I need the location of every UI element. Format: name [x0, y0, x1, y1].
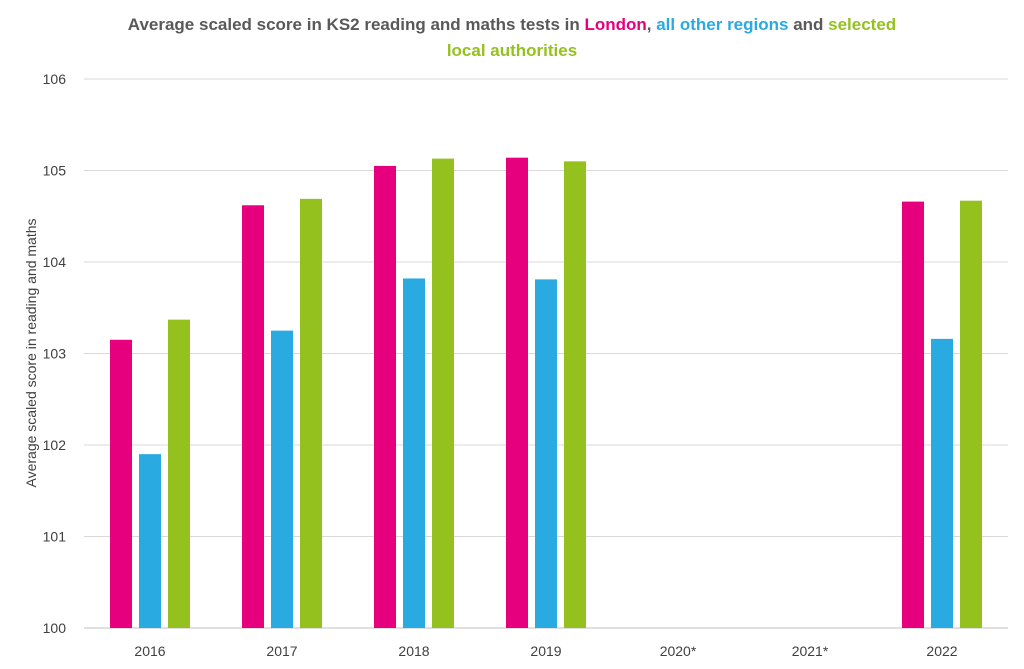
bar: [300, 198, 322, 629]
x-axis-ticks: 2016 2017 2018 2019 2020* 2021* 2022: [134, 643, 957, 659]
chart-title-part: ,: [647, 15, 656, 34]
chart-title-line-2: local authorities: [447, 41, 577, 60]
bar: [168, 319, 190, 628]
bar: [242, 205, 264, 628]
bar: [564, 161, 586, 628]
chart-title-part: London: [584, 15, 646, 34]
x-tick-label: 2020*: [660, 643, 697, 659]
bar: [271, 330, 293, 628]
bar: [139, 454, 161, 628]
y-tick-label: 106: [43, 71, 67, 87]
x-tick-label: 2018: [398, 643, 429, 659]
chart-title-part: all other regions: [656, 15, 788, 34]
y-tick-label: 103: [43, 346, 67, 362]
bar: [110, 339, 132, 628]
x-tick-label: 2021*: [792, 643, 829, 659]
x-tick-label: 2016: [134, 643, 165, 659]
bars: [110, 157, 982, 629]
y-tick-label: 100: [43, 620, 67, 636]
y-axis-ticks: 100 101 102 103 104 105 106: [43, 71, 67, 636]
chart-title-part: Average scaled score in KS2 reading and …: [128, 15, 585, 34]
chart-title-part: local authorities: [447, 41, 577, 60]
x-tick-label: 2017: [266, 643, 297, 659]
bar: [931, 338, 953, 628]
bar: [535, 279, 557, 628]
bar: [902, 201, 924, 629]
chart-title: Average scaled score in KS2 reading and …: [128, 15, 896, 60]
x-tick-label: 2019: [530, 643, 561, 659]
bar: [432, 158, 454, 629]
chart-title-line-1: Average scaled score in KS2 reading and …: [128, 15, 896, 34]
bar: [374, 165, 396, 629]
y-tick-label: 101: [43, 529, 67, 545]
y-tick-label: 102: [43, 437, 67, 453]
y-tick-label: 105: [43, 163, 67, 179]
bar: [506, 157, 528, 628]
bar: [403, 278, 425, 628]
y-tick-label: 104: [43, 254, 67, 270]
bar: [960, 200, 982, 628]
chart-title-part: selected: [828, 15, 896, 34]
y-axis-label: Average scaled score in reading and math…: [23, 218, 39, 487]
chart-title-part: and: [788, 15, 828, 34]
x-tick-label: 2022: [926, 643, 957, 659]
